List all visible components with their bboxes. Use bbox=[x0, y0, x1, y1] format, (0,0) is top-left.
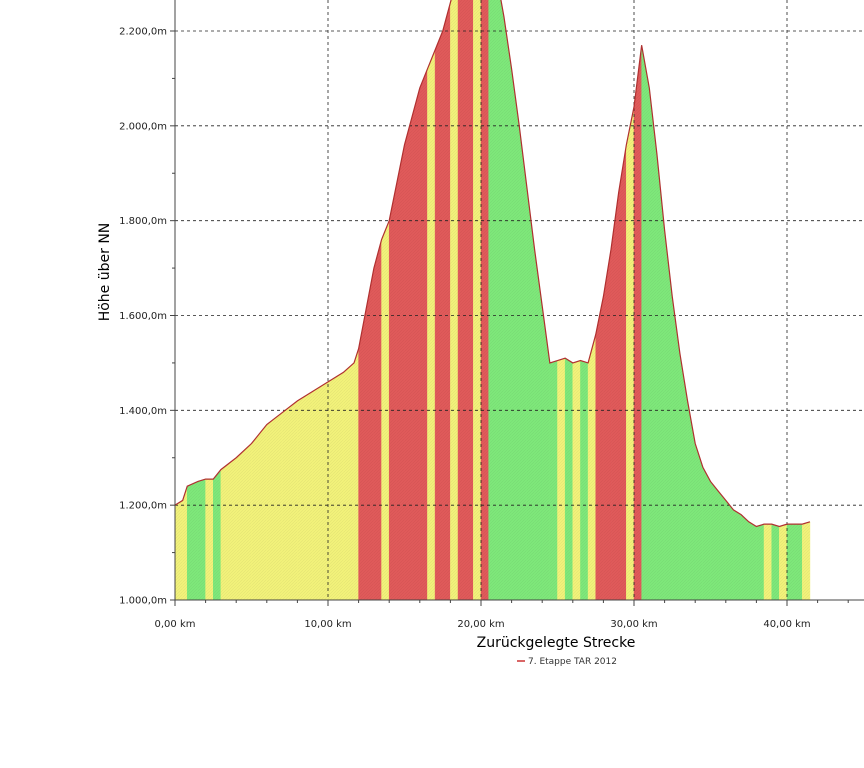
x-axis-title: Zurückgelegte Strecke bbox=[477, 635, 636, 651]
elevation-segment-hatch bbox=[496, 0, 504, 600]
elevation-segment-hatch bbox=[236, 443, 252, 600]
elevation-segment-hatch bbox=[771, 524, 780, 600]
elevation-segment-hatch bbox=[473, 0, 481, 600]
elevation-segment-hatch bbox=[205, 479, 214, 600]
elevation-segment-hatch bbox=[328, 372, 344, 600]
elevation-segment-hatch bbox=[710, 481, 719, 600]
elevation-segment-hatch bbox=[733, 509, 742, 600]
elevation-segment-hatch bbox=[526, 187, 535, 600]
elevation-segment-hatch bbox=[251, 424, 267, 600]
elevation-segment-hatch bbox=[588, 334, 596, 600]
x-tick-label: 10,00 km bbox=[304, 619, 351, 630]
elevation-segment-hatch bbox=[718, 490, 726, 600]
elevation-segment-hatch bbox=[603, 249, 612, 600]
y-tick-label: 1.800,0m bbox=[119, 216, 167, 227]
elevation-segment-hatch bbox=[687, 400, 696, 600]
x-tick-label: 20,00 km bbox=[457, 619, 504, 630]
elevation-segment-hatch bbox=[565, 358, 573, 600]
elevation-segment-hatch bbox=[542, 306, 550, 600]
y-tick-label: 1.200,0m bbox=[119, 501, 167, 512]
elevation-segment-hatch bbox=[779, 524, 787, 600]
elevation-segment-hatch bbox=[458, 0, 466, 600]
elevation-segment-hatch bbox=[175, 500, 183, 600]
elevation-segment-hatch bbox=[534, 249, 543, 600]
elevation-segment-hatch bbox=[595, 296, 604, 600]
elevation-segment-hatch bbox=[672, 296, 680, 600]
x-tick-label: 30,00 km bbox=[610, 619, 657, 630]
legend-label-series-1: 7. Etappe TAR 2012 bbox=[528, 657, 617, 667]
elevation-segment-hatch bbox=[649, 87, 657, 600]
elevation-segment-hatch bbox=[412, 87, 420, 600]
elevation-segment-hatch bbox=[488, 0, 497, 600]
elevation-segment-hatch bbox=[702, 467, 711, 600]
elevation-segment-hatch bbox=[354, 348, 359, 600]
elevation-segment-hatch bbox=[419, 68, 428, 600]
y-tick-label: 2.200,0m bbox=[119, 27, 167, 38]
elevation-segment-hatch bbox=[641, 45, 650, 601]
elevation-segment-hatch bbox=[519, 125, 527, 600]
elevation-segment-hatch bbox=[197, 479, 206, 600]
elevation-segment-hatch bbox=[312, 381, 328, 600]
elevation-segment-hatch bbox=[618, 144, 627, 601]
y-tick-label: 1.000,0m bbox=[119, 596, 167, 607]
elevation-segment-hatch bbox=[427, 49, 436, 600]
elevation-segment-hatch bbox=[572, 360, 581, 600]
axes bbox=[174, 0, 864, 601]
elevation-segment-hatch bbox=[442, 2, 451, 601]
elevation-segment-hatch bbox=[358, 268, 374, 600]
elevation-segment-hatch bbox=[182, 486, 188, 600]
x-tick-label: 0,00 km bbox=[155, 619, 196, 630]
elevation-segment-hatch bbox=[664, 230, 673, 600]
elevation-segment-hatch bbox=[748, 521, 757, 600]
elevation-segment-hatch bbox=[787, 524, 795, 600]
elevation-segment-hatch bbox=[611, 192, 619, 600]
elevation-segment-hatch bbox=[725, 500, 734, 600]
legend: 7. Etappe TAR 2012 bbox=[517, 657, 617, 667]
y-tick-label: 1.600,0m bbox=[119, 311, 167, 322]
y-axis-ticks: 1.000,0m 1.200,0m 1.400,0m 1.600,0m 1.800,0m… bbox=[119, 27, 175, 607]
elevation-segment-hatch bbox=[343, 362, 355, 600]
elevation-segment-hatch bbox=[481, 0, 489, 600]
elevation-segment-hatch bbox=[557, 358, 566, 600]
elevation-segment-hatch bbox=[266, 412, 283, 600]
elevation-segment-hatch bbox=[656, 154, 665, 601]
elevation-segment-hatch bbox=[450, 0, 459, 600]
elevation-segment-hatch bbox=[634, 45, 642, 601]
elevation-segment-hatch bbox=[794, 524, 803, 600]
elevation-segment-hatch bbox=[695, 443, 703, 600]
elevation-line-layer bbox=[174, 0, 811, 528]
elevation-segment-hatch bbox=[389, 182, 397, 600]
elevation-segment-hatch bbox=[764, 524, 772, 600]
x-tick-label: 40,00 km bbox=[763, 619, 810, 630]
elevation-segment-hatch bbox=[580, 360, 589, 600]
y-tick-label: 2.000,0m bbox=[119, 121, 167, 132]
elevation-segment-hatch bbox=[282, 400, 298, 600]
elevation-segment-hatch bbox=[549, 360, 558, 600]
elevation-segment-hatch bbox=[511, 68, 520, 600]
elevation-segment-hatch bbox=[435, 31, 443, 600]
elevation-segment-hatch bbox=[396, 144, 405, 601]
elevation-segment-hatch bbox=[503, 16, 512, 600]
elevation-segment-hatch bbox=[220, 457, 237, 600]
x-axis-ticks: 0,00 km 10,00 km 20,00 km 30,00 km 40,00 km bbox=[155, 600, 849, 630]
elevation-segment-hatch bbox=[756, 524, 765, 600]
elevation-segment-hatch bbox=[802, 521, 810, 600]
elevation-segment-hatch bbox=[213, 469, 221, 600]
elevation-segment-hatch bbox=[741, 514, 749, 600]
elevation-line bbox=[174, 0, 811, 528]
elevation-segment-hatch bbox=[626, 106, 634, 600]
elevation-segment-hatch bbox=[187, 481, 198, 600]
elevation-segment-hatch bbox=[373, 239, 382, 600]
y-axis-title: Höhe über NN bbox=[97, 223, 113, 322]
elevation-segment-hatch bbox=[297, 391, 313, 600]
elevation-segment-hatch bbox=[465, 0, 474, 600]
elevation-segment-hatch bbox=[404, 116, 413, 600]
elevation-segment-hatch bbox=[679, 353, 688, 600]
y-tick-label: 1.400,0m bbox=[119, 406, 167, 417]
